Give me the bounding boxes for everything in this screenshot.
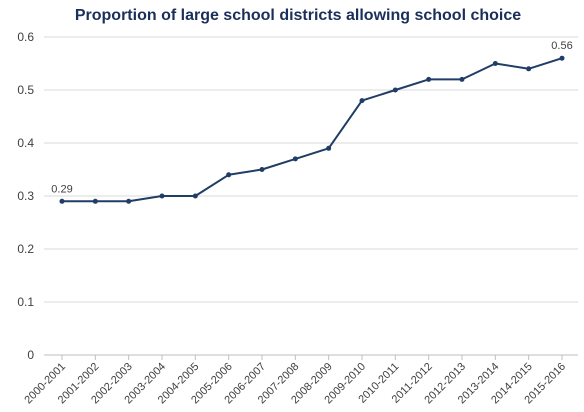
data-point-7 [292, 156, 298, 162]
data-point-14 [526, 66, 532, 72]
data-point-5 [226, 172, 232, 178]
data-point-12 [459, 76, 465, 82]
data-point-6 [259, 167, 265, 172]
data-labels: 0.29 0.56 [51, 40, 572, 195]
series-line-0 [62, 57, 563, 203]
data-point-10 [392, 87, 398, 93]
y-axis-ticks: 0 0.1 0.2 0.3 0.4 0.5 0.6 [17, 30, 34, 362]
chart-title: Proportion of large school districts all… [75, 7, 521, 24]
y-tick-label-2: 0.2 [17, 242, 34, 256]
data-label-0: 0.29 [51, 183, 72, 195]
y-tick-label-4: 0.4 [17, 136, 34, 150]
data-point-9 [359, 98, 365, 104]
data-point-4 [192, 193, 198, 199]
data-point-15 [559, 55, 565, 61]
data-point-2 [126, 198, 132, 204]
gridlines [44, 36, 578, 356]
y-tick-label-1: 0.1 [17, 295, 34, 309]
x-axis-ticks: 2000-20012001-20022002-20032003-20042004… [22, 355, 568, 406]
y-tick-label-0: 0 [27, 348, 34, 362]
data-point-0 [59, 198, 65, 204]
data-point-11 [426, 76, 432, 82]
y-tick-label-5: 0.5 [17, 83, 34, 97]
series-layer [59, 55, 565, 204]
data-point-1 [92, 198, 98, 204]
data-point-13 [492, 61, 498, 66]
data-point-3 [159, 193, 165, 199]
y-tick-label-3: 0.3 [17, 189, 34, 203]
y-tick-label-6: 0.6 [17, 30, 34, 44]
data-label-15: 0.56 [551, 40, 572, 52]
data-point-8 [326, 145, 332, 151]
